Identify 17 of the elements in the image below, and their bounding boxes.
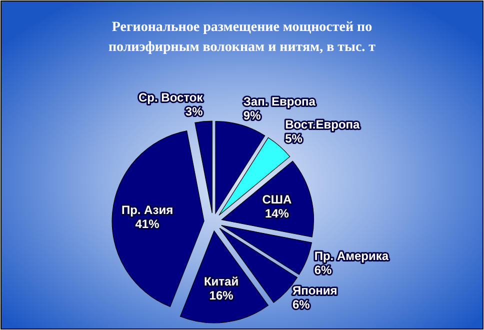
slice-label: Пр. Америка bbox=[314, 249, 389, 264]
slice-label: Китай bbox=[204, 274, 239, 289]
slice-label: Зап. Европа bbox=[243, 94, 316, 108]
slice-label: США bbox=[262, 192, 292, 207]
chart-title: Региональное размещение мощностей по полиэфирным волокнам и нитям, в тыс. т bbox=[108, 20, 376, 55]
data-label: 6% bbox=[314, 263, 332, 278]
data-label: 16% bbox=[209, 288, 234, 303]
data-label: 41% bbox=[135, 216, 160, 231]
data-label: 5% bbox=[285, 131, 303, 146]
data-label: 6% bbox=[292, 298, 310, 312]
data-label: 14% bbox=[264, 206, 290, 221]
slice-label: Япония bbox=[292, 284, 338, 298]
data-label: 3% bbox=[185, 104, 204, 118]
data-label: 9% bbox=[243, 108, 262, 122]
slice-label: Вост.Европа bbox=[285, 117, 360, 132]
slice-label: Пр. Азия bbox=[121, 202, 174, 217]
slice-label: Ср. Восток bbox=[138, 90, 204, 104]
